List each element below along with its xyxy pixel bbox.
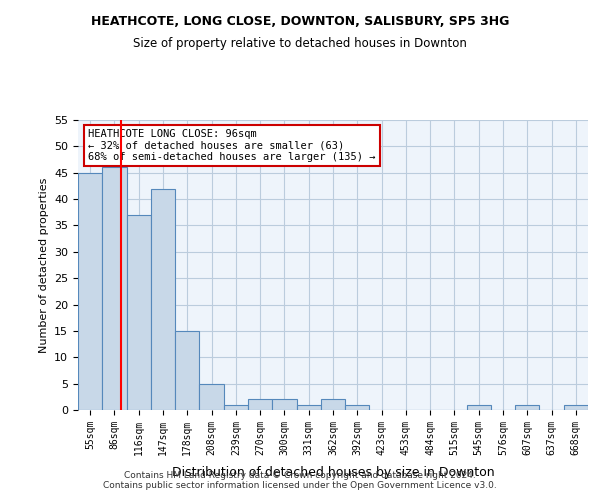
- Bar: [78, 172, 102, 410]
- Text: HEATHCOTE, LONG CLOSE, DOWNTON, SALISBURY, SP5 3HG: HEATHCOTE, LONG CLOSE, DOWNTON, SALISBUR…: [91, 15, 509, 28]
- Text: HEATHCOTE LONG CLOSE: 96sqm
← 32% of detached houses are smaller (63)
68% of sem: HEATHCOTE LONG CLOSE: 96sqm ← 32% of det…: [88, 128, 376, 162]
- Bar: [102, 168, 127, 410]
- Bar: [467, 404, 491, 410]
- Y-axis label: Number of detached properties: Number of detached properties: [38, 178, 49, 352]
- Bar: [175, 331, 199, 410]
- Bar: [515, 404, 539, 410]
- X-axis label: Distribution of detached houses by size in Downton: Distribution of detached houses by size …: [172, 466, 494, 479]
- Bar: [224, 404, 248, 410]
- Bar: [272, 400, 296, 410]
- Bar: [151, 188, 175, 410]
- Bar: [564, 404, 588, 410]
- Bar: [296, 404, 321, 410]
- Bar: [321, 400, 345, 410]
- Bar: [345, 404, 370, 410]
- Text: Size of property relative to detached houses in Downton: Size of property relative to detached ho…: [133, 38, 467, 51]
- Bar: [199, 384, 224, 410]
- Bar: [248, 400, 272, 410]
- Bar: [127, 215, 151, 410]
- Text: Contains HM Land Registry data © Crown copyright and database right 2024.
Contai: Contains HM Land Registry data © Crown c…: [103, 470, 497, 490]
